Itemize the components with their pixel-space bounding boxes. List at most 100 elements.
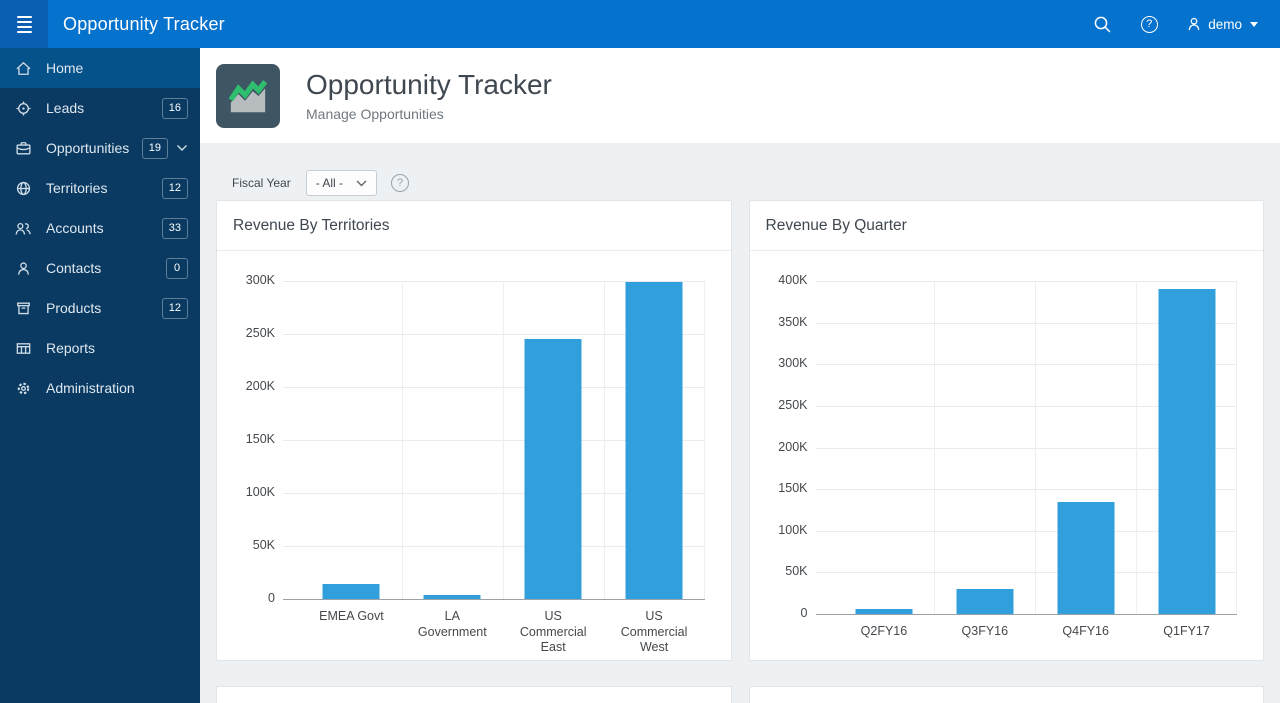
vertical-gridline <box>502 281 504 599</box>
sidebar-item-home[interactable]: Home <box>0 48 200 88</box>
fiscal-year-label: Fiscal Year <box>232 176 291 190</box>
bar-q1fy17[interactable] <box>1158 289 1216 614</box>
y-tick-label: 300K <box>778 356 808 370</box>
accounts-icon <box>0 220 46 237</box>
x-category-label: Q4FY16 <box>1062 624 1109 638</box>
x-category-label: Q3FY16 <box>961 624 1009 638</box>
gridline <box>283 440 705 441</box>
chevron-down-icon <box>356 180 367 186</box>
sidebar-item-label: Territories <box>46 180 108 196</box>
sidebar-item-label: Leads <box>46 100 85 116</box>
gridline <box>283 493 705 494</box>
y-tick-label: 200K <box>778 440 808 454</box>
sidebar-item-products[interactable]: Products 12 <box>0 288 200 328</box>
y-tick-label: 50K <box>785 564 808 578</box>
x-category-label: Q2FY16 <box>860 624 908 638</box>
sidebar-item-reports[interactable]: Reports <box>0 328 200 368</box>
vertical-gridline <box>401 281 403 599</box>
chart-card-revenue-by-quarter: Revenue By Quarter 400K 350K 300K 250K 200K 15… <box>748 200 1264 661</box>
user-label: demo <box>1208 16 1242 32</box>
gridline <box>815 323 1237 324</box>
user-icon <box>1188 17 1200 31</box>
sidebar-item-badge: 0 <box>166 257 188 279</box>
sidebar-item-badge: 12 <box>161 297 188 319</box>
y-tick-label: 400K <box>778 273 808 287</box>
bar-q2fy16[interactable] <box>855 609 913 614</box>
x-category-label: US Commercial West <box>620 609 688 655</box>
y-tick-label: 50K <box>252 538 275 552</box>
sidebar-item-leads[interactable]: Leads 16 <box>0 88 200 128</box>
user-menu[interactable]: demo <box>1186 16 1258 32</box>
vertical-gridline <box>603 281 605 599</box>
opportunities-icon <box>0 140 46 157</box>
y-tick-label: 150K <box>778 481 808 495</box>
bar-q4fy16[interactable] <box>1057 502 1115 614</box>
bar-emea-govt[interactable] <box>322 584 380 599</box>
x-axis-line <box>815 614 1237 615</box>
fiscal-year-select[interactable]: - All - <box>305 170 378 196</box>
sidebar-nav: Home Leads 16 Opportunities 19 Territories 12 A… <box>0 48 200 703</box>
reports-icon <box>0 340 46 357</box>
caret-down-icon <box>1250 21 1258 27</box>
y-tick-label: 250K <box>778 398 808 412</box>
main-content: Opportunity Tracker Manage Opportunities… <box>200 48 1280 703</box>
fiscal-year-help-icon[interactable]: ? <box>391 174 410 192</box>
help-icon[interactable]: ? <box>1139 14 1159 34</box>
y-tick-label: 200K <box>245 379 275 393</box>
y-tick-label: 100K <box>245 485 275 499</box>
sidebar-item-label: Accounts <box>46 220 104 236</box>
sidebar-item-label: Opportunities <box>46 140 130 156</box>
search-icon[interactable] <box>1092 14 1112 34</box>
y-tick-label: 150K <box>245 432 275 446</box>
vertical-gridline <box>703 281 705 599</box>
y-tick-label: 0 <box>800 606 808 620</box>
gridline <box>815 406 1237 407</box>
bottom-cards-row: Open Leads by Status Total Leads by Sales… <box>200 686 1280 703</box>
gridline <box>815 364 1237 365</box>
sidebar-item-accounts[interactable]: Accounts 33 <box>0 208 200 248</box>
vertical-gridline <box>1035 281 1037 614</box>
sidebar-item-badge: 19 <box>141 137 168 159</box>
products-icon <box>0 300 46 317</box>
card-total-leads-by-salesperson: Total Leads by Salesperson <box>748 686 1264 703</box>
x-axis-line <box>283 599 705 600</box>
y-tick-label: 100K <box>778 523 808 537</box>
app-logo-chart-icon <box>216 63 280 128</box>
y-tick-label: 300K <box>245 273 275 287</box>
sidebar-item-contacts[interactable]: Contacts 0 <box>0 248 200 288</box>
charts-row: Revenue By Territories 300K 250K 200K 150K 10… <box>200 200 1280 661</box>
hamburger-menu-icon[interactable] <box>0 0 48 48</box>
bar-q3fy16[interactable] <box>956 589 1014 614</box>
fiscal-year-value: - All - <box>315 176 344 190</box>
sidebar-item-opportunities[interactable]: Opportunities 19 <box>0 128 200 168</box>
chart-title: Revenue By Territories <box>233 217 390 234</box>
gridline <box>815 489 1237 490</box>
filter-bar: Fiscal Year - All - ? <box>200 143 1280 200</box>
sidebar-item-administration[interactable]: Administration <box>0 368 200 408</box>
x-category-label: EMEA Govt <box>319 609 384 623</box>
vertical-gridline <box>934 281 936 614</box>
x-category-label: LA Government <box>417 609 487 639</box>
bar-us-commercial-east[interactable] <box>524 339 582 599</box>
gridline <box>283 546 705 547</box>
gridline <box>283 387 705 388</box>
sidebar-item-label: Reports <box>46 340 96 356</box>
vertical-gridline <box>1236 281 1237 614</box>
bar-la-government[interactable] <box>423 595 481 599</box>
bar-us-commercial-west[interactable] <box>625 282 683 599</box>
chevron-down-icon[interactable] <box>176 144 188 152</box>
sidebar-item-badge: 33 <box>161 217 188 239</box>
sidebar-item-label: Home <box>46 60 84 76</box>
gridline <box>283 281 705 282</box>
sidebar-item-territories[interactable]: Territories 12 <box>0 168 200 208</box>
home-icon <box>0 60 46 77</box>
page-subtitle: Manage Opportunities <box>306 106 444 122</box>
page-title: Opportunity Tracker <box>306 69 552 100</box>
territories-icon <box>0 180 46 197</box>
gridline <box>815 572 1237 573</box>
page-header: Opportunity Tracker Manage Opportunities <box>200 48 1280 143</box>
sidebar-item-label: Products <box>46 300 102 316</box>
chart-card-revenue-by-territories: Revenue By Territories 300K 250K 200K 150K 10… <box>216 200 732 661</box>
sidebar-item-badge: 16 <box>161 97 188 119</box>
x-category-label: Q1FY17 <box>1163 624 1210 638</box>
